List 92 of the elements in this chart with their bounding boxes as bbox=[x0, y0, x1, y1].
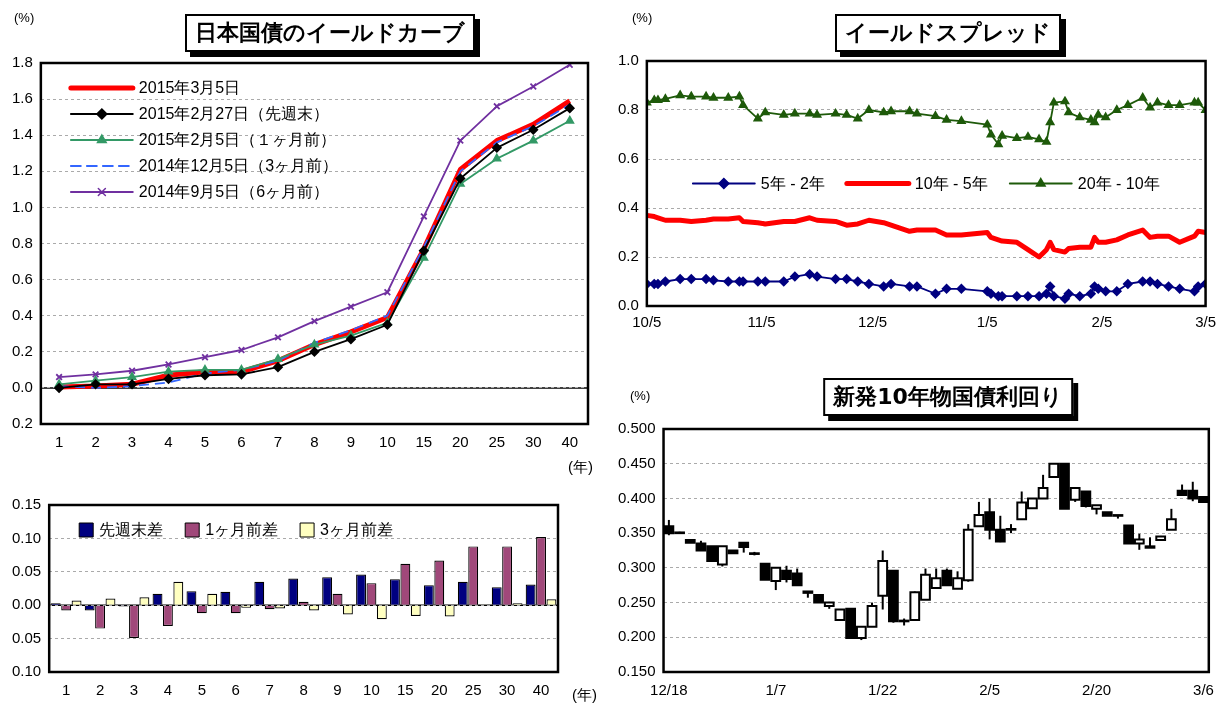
legend-label: 20年 - 10年 bbox=[1077, 174, 1160, 192]
x-tick-label: 15 bbox=[397, 681, 414, 699]
y-tick-label: 0.0 bbox=[11, 378, 33, 396]
x-tick-label: 11/5 bbox=[747, 313, 776, 331]
x-tick-label: 20 bbox=[451, 433, 469, 451]
x-tick-label: 7 bbox=[273, 433, 283, 451]
y-tick-label: 0.450 bbox=[617, 453, 656, 471]
y-axis-title: (%) bbox=[630, 388, 651, 403]
x-tick-label: 3/5 bbox=[1195, 313, 1216, 331]
x-tick-label: 3/6 bbox=[1193, 681, 1214, 699]
x-tick-label: 10/5 bbox=[632, 313, 662, 331]
x-tick-label: 2/20 bbox=[1081, 681, 1112, 699]
y-tick-label: 0.150 bbox=[617, 662, 656, 680]
y-tick-label: 0.6 bbox=[11, 269, 33, 287]
y-tick-label: 0.8 bbox=[617, 100, 639, 118]
y-tick-label: 0.6 bbox=[617, 149, 639, 167]
chart-title: 日本国債のイールドカーブ bbox=[185, 14, 475, 52]
legend-label: 2014年12月5日（3ヶ月前） bbox=[138, 157, 339, 175]
x-axis-title: (年) bbox=[568, 458, 593, 477]
y-tick-label: 1.0 bbox=[617, 51, 639, 69]
legend-label: 2015年3月5日 bbox=[138, 79, 241, 97]
y-tick-label: 0.10 bbox=[11, 528, 42, 546]
y-tick-label: 0.2 bbox=[11, 414, 33, 432]
x-tick-label: 20 bbox=[430, 681, 448, 699]
y-tick-label: 0.8 bbox=[11, 233, 33, 251]
x-tick-label: 5 bbox=[197, 681, 207, 699]
x-tick-label: 9 bbox=[346, 433, 356, 451]
legend-label: 10年 - 5年 bbox=[914, 174, 988, 192]
y-tick-label: 0.2 bbox=[11, 341, 33, 359]
y-tick-label: 0.200 bbox=[617, 627, 656, 645]
x-tick-label: 1/22 bbox=[868, 681, 898, 699]
y-tick-label: 0.500 bbox=[617, 419, 656, 437]
x-tick-label: 1 bbox=[54, 433, 64, 451]
x-tick-label: 2 bbox=[95, 681, 105, 699]
x-tick-label: 12/5 bbox=[857, 313, 888, 331]
x-tick-label: 5 bbox=[200, 433, 210, 451]
x-tick-label: 9 bbox=[333, 681, 342, 699]
x-tick-label: 10 bbox=[363, 681, 380, 699]
y-tick-label: 0.15 bbox=[11, 495, 42, 513]
x-tick-label: 7 bbox=[265, 681, 274, 699]
x-tick-label: 8 bbox=[310, 433, 319, 451]
x-tick-label: 10 bbox=[379, 433, 396, 451]
legend-label: 1ヶ月前差 bbox=[205, 521, 279, 539]
x-tick-label: 3 bbox=[129, 681, 139, 699]
chart-title: イールドスプレッド bbox=[835, 14, 1062, 52]
y-tick-label: 0.05 bbox=[11, 561, 42, 579]
legend-label: 3ヶ月前差 bbox=[320, 521, 393, 539]
y-tick-label: 0.10 bbox=[11, 662, 42, 680]
y-tick-label: 0.00 bbox=[11, 595, 42, 613]
x-tick-label: 2/5 bbox=[1091, 313, 1113, 331]
y-tick-label: 1.2 bbox=[11, 161, 33, 179]
x-tick-label: 30 bbox=[524, 433, 542, 451]
y-axis-title: (%) bbox=[632, 10, 653, 25]
x-tick-label: 40 bbox=[561, 433, 579, 451]
x-tick-label: 25 bbox=[488, 433, 506, 451]
x-tick-label: 4 bbox=[163, 681, 173, 699]
x-tick-label: 2 bbox=[91, 433, 100, 451]
legend-label: 2014年9月5日（6ヶ月前） bbox=[138, 183, 330, 201]
x-tick-label: 40 bbox=[532, 681, 550, 699]
y-axis-title: (%) bbox=[14, 10, 35, 25]
x-tick-label: 15 bbox=[415, 433, 433, 451]
x-tick-label: 1/5 bbox=[976, 313, 998, 331]
y-tick-label: 0.250 bbox=[617, 592, 656, 610]
y-tick-label: 0.4 bbox=[617, 198, 639, 216]
x-axis-title: (年) bbox=[572, 686, 597, 705]
chart-title: 新発10年物国債利回り bbox=[823, 378, 1073, 416]
x-tick-label: 6 bbox=[237, 433, 246, 451]
y-tick-label: 0.400 bbox=[617, 488, 656, 506]
y-tick-label: 1.4 bbox=[11, 125, 33, 143]
y-tick-label: 0.0 bbox=[617, 296, 639, 314]
x-tick-label: 4 bbox=[164, 433, 173, 451]
legend-label: 2015年2月27日（先週末） bbox=[138, 105, 330, 123]
x-tick-label: 30 bbox=[498, 681, 516, 699]
x-tick-label: 8 bbox=[299, 681, 308, 699]
y-tick-label: 1.6 bbox=[11, 89, 33, 107]
x-tick-label: 12/18 bbox=[650, 681, 688, 699]
x-tick-label: 6 bbox=[231, 681, 240, 699]
y-tick-label: 0.300 bbox=[617, 558, 656, 575]
legend-label: 先週末差 bbox=[99, 521, 164, 539]
y-tick-label: 0.350 bbox=[617, 523, 656, 541]
legend-label: 5年 - 2年 bbox=[760, 174, 825, 192]
x-tick-label: 2/5 bbox=[979, 681, 1001, 699]
y-tick-label: 0.05 bbox=[11, 628, 42, 646]
legend-label: 2015年2月5日（１ヶ月前） bbox=[138, 131, 337, 149]
y-tick-label: 0.4 bbox=[11, 305, 33, 323]
y-tick-label: 0.2 bbox=[617, 247, 639, 265]
x-tick-label: 25 bbox=[464, 681, 482, 699]
x-tick-label: 3 bbox=[127, 433, 137, 451]
x-tick-label: 1 bbox=[61, 681, 71, 699]
y-tick-label: 1.8 bbox=[11, 53, 33, 71]
x-tick-label: 1/7 bbox=[765, 681, 787, 699]
y-tick-label: 1.0 bbox=[11, 197, 33, 215]
